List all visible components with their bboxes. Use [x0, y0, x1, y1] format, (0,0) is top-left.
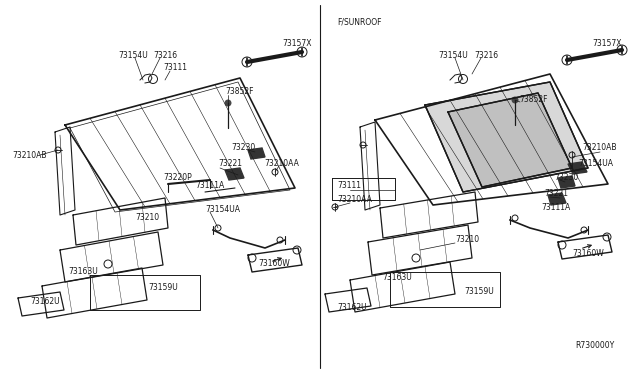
Text: 73159U: 73159U: [464, 288, 493, 296]
Text: F/SUNROOF: F/SUNROOF: [337, 17, 381, 26]
Text: R730000Y: R730000Y: [575, 340, 614, 350]
Text: 73221: 73221: [218, 158, 242, 167]
Text: 73154U: 73154U: [118, 51, 148, 60]
Text: 73216: 73216: [474, 51, 498, 60]
Polygon shape: [248, 148, 265, 159]
Text: 73159U: 73159U: [148, 282, 178, 292]
Polygon shape: [448, 93, 572, 187]
Text: 73852F: 73852F: [225, 87, 253, 96]
Text: 73210AB: 73210AB: [12, 151, 47, 160]
Text: 73163U: 73163U: [382, 273, 412, 282]
Polygon shape: [558, 176, 575, 188]
Text: 73852F: 73852F: [519, 94, 547, 103]
Polygon shape: [425, 82, 588, 192]
Text: 73220P: 73220P: [163, 173, 192, 182]
Text: 73230: 73230: [554, 173, 579, 182]
Circle shape: [225, 100, 231, 106]
Text: 73210AB: 73210AB: [582, 144, 616, 153]
Text: 73160W: 73160W: [258, 259, 290, 267]
Text: 73216: 73216: [153, 51, 177, 60]
Text: 73163U: 73163U: [68, 267, 98, 276]
Text: 73111A: 73111A: [541, 203, 570, 212]
Text: 73111: 73111: [163, 64, 187, 73]
Polygon shape: [548, 193, 566, 205]
Text: 73221: 73221: [544, 189, 568, 199]
Text: 73111A: 73111A: [195, 180, 224, 189]
Text: 73154U: 73154U: [438, 51, 468, 60]
Polygon shape: [568, 162, 587, 174]
Text: 73157X: 73157X: [282, 39, 312, 48]
Polygon shape: [225, 168, 244, 180]
Text: 73111: 73111: [337, 180, 361, 189]
Text: 73210: 73210: [455, 235, 479, 244]
Text: 73162U: 73162U: [337, 302, 367, 311]
Text: 73210AA: 73210AA: [264, 158, 299, 167]
Text: 73154UA: 73154UA: [205, 205, 240, 215]
Text: 73157X: 73157X: [592, 39, 621, 48]
Text: 73230: 73230: [231, 142, 255, 151]
Text: 73154UA: 73154UA: [578, 158, 613, 167]
Text: 73162U: 73162U: [30, 298, 60, 307]
Text: 73210: 73210: [135, 214, 159, 222]
Text: 73210AA: 73210AA: [337, 196, 372, 205]
Circle shape: [512, 97, 518, 103]
Text: 73160W: 73160W: [572, 248, 604, 257]
